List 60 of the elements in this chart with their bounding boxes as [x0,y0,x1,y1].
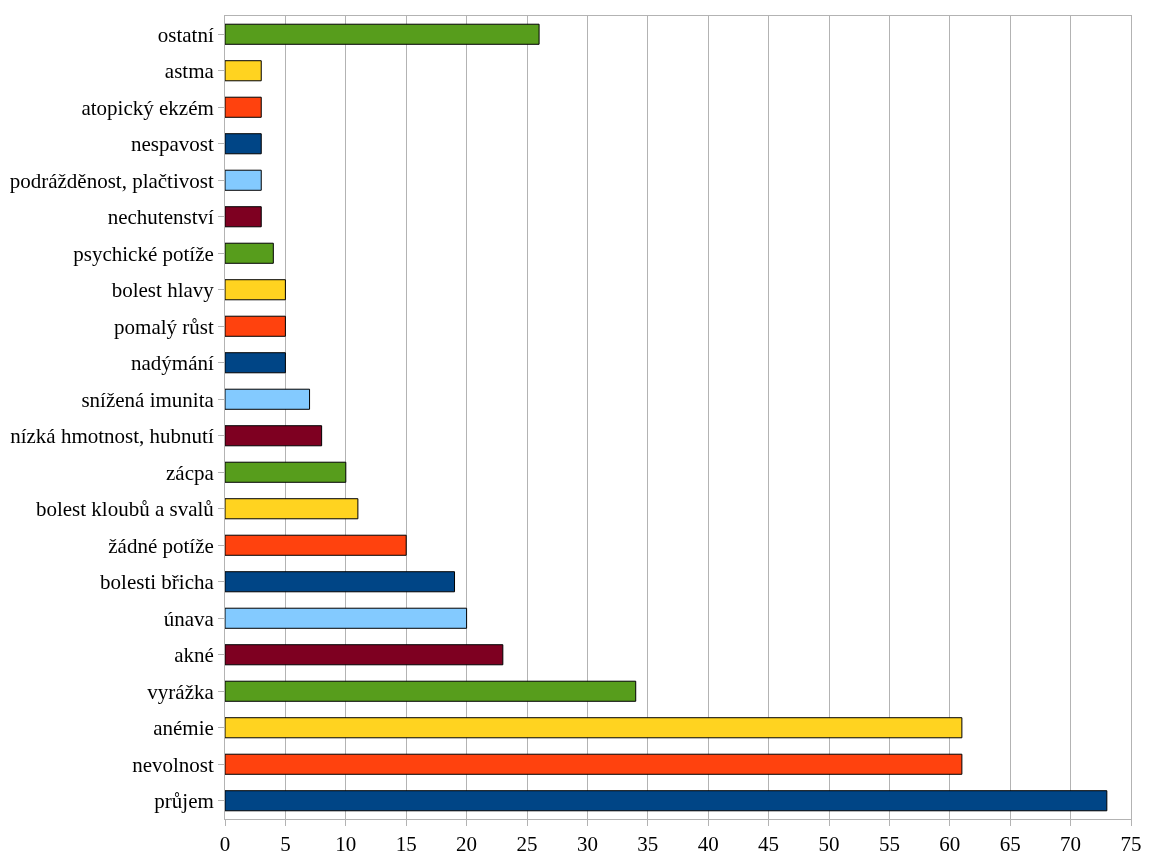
bar [225,133,262,155]
y-tick-label: únava [163,606,215,631]
bar [225,96,262,118]
y-tick-label: žádné potíže [108,533,214,558]
y-tick-label: bolest hlavy [111,278,215,303]
y-tick-label: nízká hmotnost, hubnutí [10,424,214,449]
x-tick-label: 30 [576,832,598,857]
bar [225,352,286,374]
y-tick-label: akné [174,643,214,668]
x-tick-label: 15 [395,832,417,857]
y-tick-label: bolest kloubů a svalů [35,497,215,522]
x-tick-label: 35 [637,832,659,857]
y-tick-label: snížená imunita [81,387,215,412]
y-tick-label: bolesti břicha [100,570,215,595]
y-tick-label: nespavost [130,132,214,157]
bar [225,680,637,702]
y-tick-label: pomalý růst [114,314,214,339]
y-tick-label: atopický ekzém [81,95,214,120]
x-tick-label: 10 [335,832,357,857]
bar [225,534,407,556]
x-tick-label: 65 [999,832,1021,857]
bar [225,206,262,228]
bar [225,279,286,301]
y-tick-label: nevolnost [132,752,214,777]
bar [225,242,274,264]
bar [225,790,1108,812]
bar [225,498,359,520]
y-tick-label: průjem [154,789,214,814]
bar [225,571,456,593]
x-tick-label: 20 [456,832,478,857]
bar [225,169,262,191]
bar [225,753,963,775]
bar [225,461,347,483]
x-tick-label: 40 [697,832,719,857]
x-tick-label: 0 [219,832,231,857]
y-tick-label: zácpa [166,460,215,485]
bar [225,644,504,666]
x-tick-label: 75 [1120,832,1142,857]
y-tick-label: nadýmání [130,351,214,376]
y-tick-label: anémie [153,716,214,741]
x-tick-label: 60 [939,832,961,857]
bar [225,60,262,82]
bar [225,425,323,447]
x-tick-label: 45 [758,832,780,857]
bar [225,315,286,337]
y-tick-label: ostatní [157,22,214,47]
x-tick-label: 25 [516,832,538,857]
x-tick-label: 55 [878,832,900,857]
y-tick-label: psychické potíže [73,241,214,266]
bar [225,607,468,629]
x-tick-label: 5 [280,832,291,857]
y-tick-label: astma [164,59,215,84]
bar [225,388,311,410]
y-tick-label: vyrážka [147,679,215,704]
y-tick-label: nechutenství [107,205,214,230]
bar [225,23,540,45]
x-tick-label: 50 [818,832,840,857]
y-tick-label: podrážděnost, plačtivost [9,168,214,193]
x-tick-label: 70 [1060,832,1082,857]
bar [225,717,963,739]
